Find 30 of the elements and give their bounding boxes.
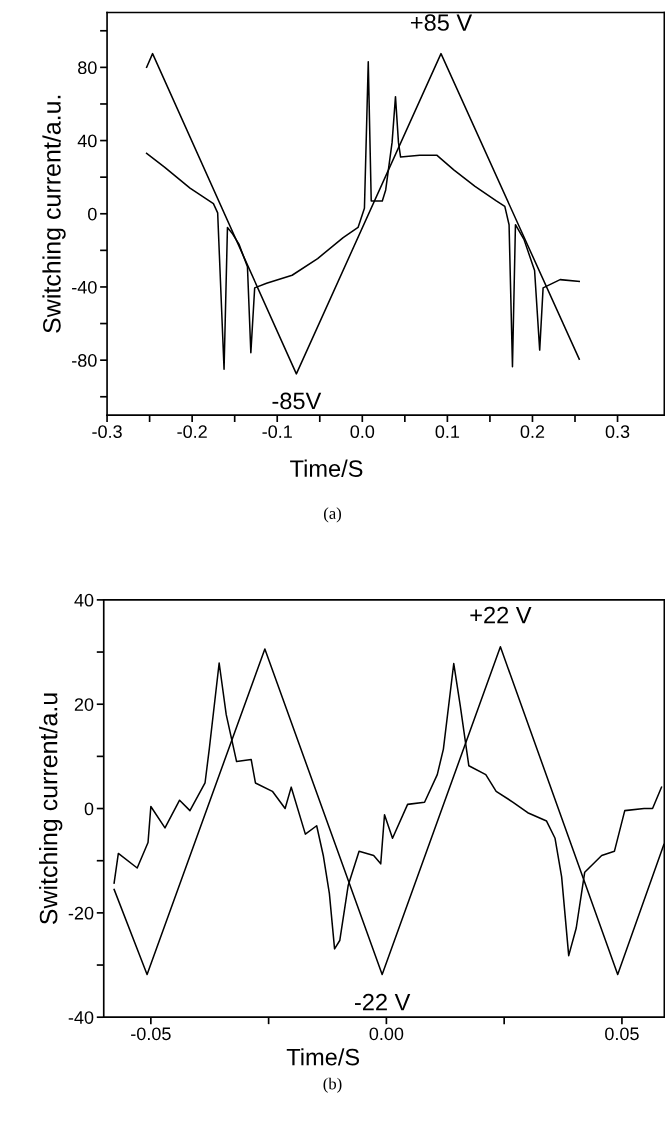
y-tick-label: 0 bbox=[84, 802, 94, 816]
y-tick-label: 40 bbox=[74, 593, 94, 607]
y-tick-label: -40 bbox=[72, 280, 97, 294]
y-tick-label: -80 bbox=[72, 354, 97, 367]
annotation: -22 V bbox=[354, 993, 411, 1011]
x-tick-label: 0.3 bbox=[605, 425, 630, 439]
annotation: +85 V bbox=[410, 14, 473, 31]
y-tick-label: 80 bbox=[78, 61, 97, 75]
x-tick-label: 0.2 bbox=[520, 425, 545, 439]
annotation: -85V bbox=[272, 392, 322, 410]
x-tick-label: 0.05 bbox=[605, 1027, 639, 1041]
y-axis-title: Switching current/a.u. bbox=[42, 95, 66, 333]
y-tick-label: 0 bbox=[88, 207, 97, 221]
text: (b) bbox=[323, 1077, 342, 1093]
x-tick-label: 0.1 bbox=[435, 425, 460, 439]
x-axis-title: Time/S bbox=[290, 459, 363, 477]
y-tick-label: 40 bbox=[77, 134, 97, 148]
x-tick-label: -0.1 bbox=[262, 425, 292, 439]
x-tick-label: 0.0 bbox=[350, 425, 375, 439]
x-tick-label: -0.05 bbox=[131, 1027, 171, 1041]
y-axis-title: Switching current/a.u bbox=[39, 693, 63, 925]
x-tick-label: 0.00 bbox=[369, 1027, 404, 1041]
y-tick-label: 20 bbox=[74, 698, 94, 711]
y-tick-label: -20 bbox=[68, 906, 94, 920]
x-axis-title: Time/S bbox=[286, 1048, 360, 1066]
text: (a) bbox=[323, 507, 342, 523]
annotation: +22 V bbox=[470, 606, 532, 624]
x-tick-label: -0.2 bbox=[177, 425, 207, 439]
x-tick-label: -0.3 bbox=[92, 425, 122, 439]
y-tick-label: -40 bbox=[68, 1011, 94, 1024]
